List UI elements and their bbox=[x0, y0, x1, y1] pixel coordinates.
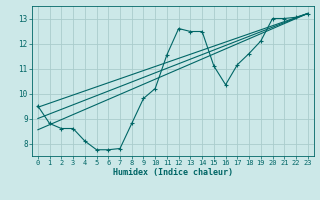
X-axis label: Humidex (Indice chaleur): Humidex (Indice chaleur) bbox=[113, 168, 233, 177]
